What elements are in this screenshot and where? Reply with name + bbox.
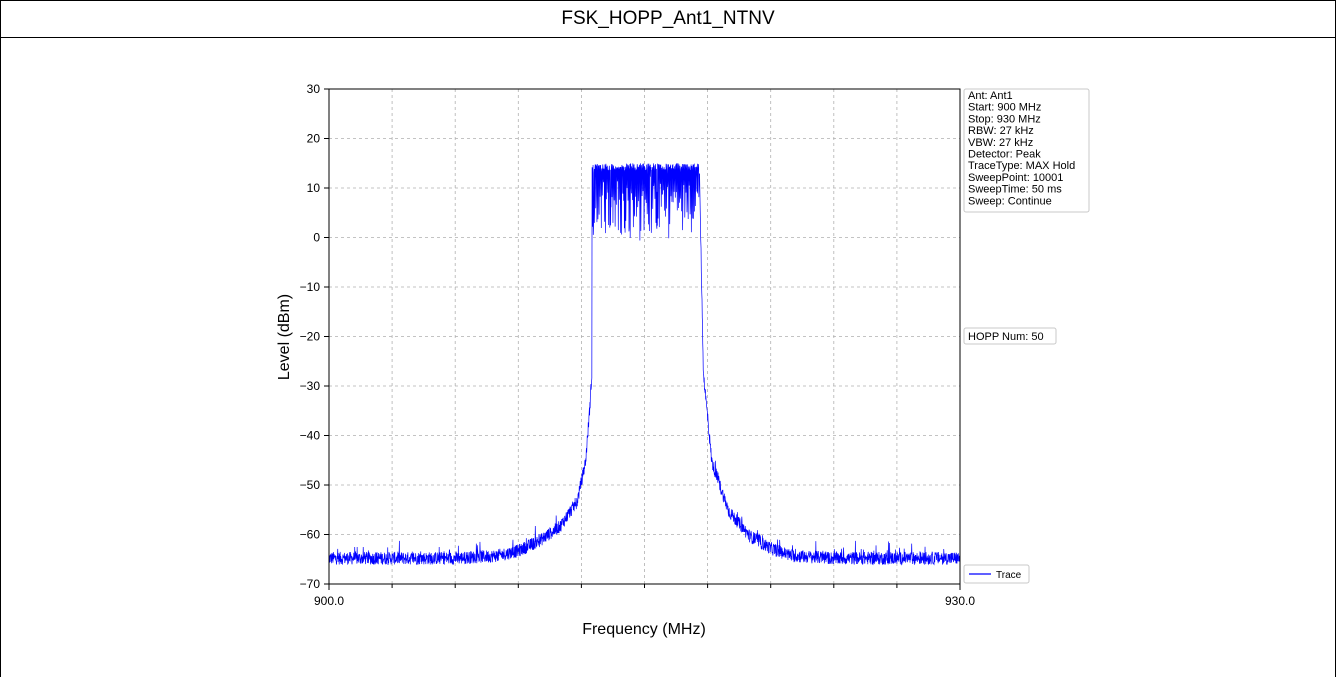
trace-line [328, 162, 961, 566]
page-title: FSK_HOPP_Ant1_NTNV [1, 1, 1335, 38]
y-axis-label: Level (dBm) [276, 294, 293, 380]
info-line: Sweep: Continue [968, 195, 1052, 207]
info-line: Start: 900 MHz [968, 102, 1041, 114]
y-tick-label: −40 [300, 429, 321, 443]
y-tick-label: 20 [307, 132, 321, 146]
info-box-frame [963, 88, 1090, 213]
legend-frame [963, 564, 1030, 584]
info-line: RBW: 27 kHz [968, 125, 1034, 137]
y-tick-label: −30 [300, 379, 321, 393]
hopp-num-label: HOPP Num: 50 [968, 331, 1044, 343]
grid [329, 89, 960, 584]
spectrum-chart: 30 20 10 0 −10 −20 −30 −40 −50 −60 −70 900.0 930.0 F… [276, 82, 1090, 638]
x-tick-label: 930.0 [945, 594, 975, 608]
x-tick-label: 900.0 [314, 594, 344, 608]
y-tick-label: 10 [307, 181, 321, 195]
hopp-num-box: HOPP Num: 50 [963, 327, 1057, 345]
axes: 30 20 10 0 −10 −20 −30 −40 −50 −60 −70 900.0 930.0 [300, 82, 976, 608]
info-line: Stop: 930 MHz [968, 113, 1041, 125]
legend-label: Trace [996, 570, 1022, 581]
y-tick-label: 0 [313, 231, 320, 245]
y-tick-label: −50 [300, 478, 321, 492]
y-tick-label: 30 [307, 82, 321, 96]
info-line: SweepTime: 50 ms [968, 184, 1062, 196]
legend: Trace [963, 564, 1030, 584]
info-line: TraceType: MAX Hold [968, 160, 1075, 172]
hopp-num-frame [963, 327, 1057, 345]
info-line: VBW: 27 kHz [968, 137, 1033, 149]
y-tick-label: −60 [300, 528, 321, 542]
info-line: Detector: Peak [968, 149, 1041, 161]
y-tick-label: −20 [300, 330, 321, 344]
y-tick-label: −70 [300, 577, 321, 591]
info-line: Ant: Ant1 [968, 90, 1013, 102]
x-axis-label: Frequency (MHz) [582, 621, 706, 638]
y-tick-label: −10 [300, 280, 321, 294]
info-line: SweepPoint: 10001 [968, 172, 1063, 184]
trace-series [328, 162, 961, 566]
